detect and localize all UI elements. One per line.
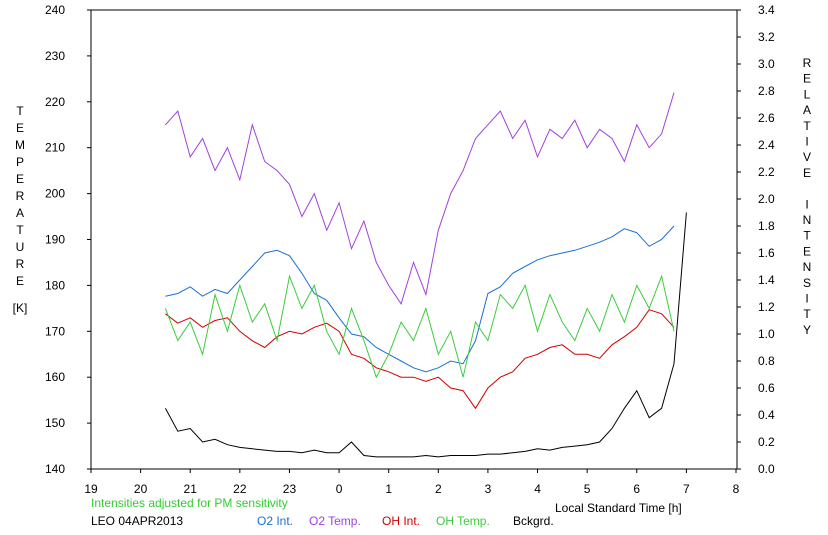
x-tick-label: 8 <box>733 482 740 496</box>
y-tick-label: 160 <box>45 370 65 384</box>
y2-tick-label: 3.2 <box>758 30 775 44</box>
y2-tick-label: 2.6 <box>758 111 775 125</box>
y2-tick-label: 0.2 <box>758 435 775 449</box>
y2-tick-label: 1.4 <box>758 273 775 287</box>
y-tick-label: 200 <box>45 187 65 201</box>
y2-tick-label: 2.8 <box>758 84 775 98</box>
y2-tick-label: 1.8 <box>758 219 775 233</box>
x-tick-label: 20 <box>134 482 148 496</box>
note: Intensities adjusted for PM sensitivity <box>91 496 288 510</box>
x-tick-label: 5 <box>584 482 591 496</box>
y-tick-label: 190 <box>45 233 65 247</box>
y-tick-label: 150 <box>45 416 65 430</box>
x-tick-label: 7 <box>683 482 690 496</box>
y2-tick-label: 2.4 <box>758 138 775 152</box>
x-tick-label: 1 <box>385 482 392 496</box>
y-tick-label: 180 <box>45 278 65 292</box>
x-tick-label: 23 <box>283 482 297 496</box>
y2-tick-label: 2.2 <box>758 165 775 179</box>
y-tick-label: 170 <box>45 324 65 338</box>
x-axis-title: Local Standard Time [h] <box>555 501 682 515</box>
x-tick-label: 4 <box>534 482 541 496</box>
legend-entry: OH Temp. <box>436 514 490 528</box>
y2-tick-label: 2.0 <box>758 192 775 206</box>
series-line <box>165 309 675 410</box>
y2-tick-label: 1.0 <box>758 327 775 341</box>
series-line <box>164 274 675 379</box>
y-tick-label: 210 <box>45 141 65 155</box>
station: LEO 04APR2013 <box>91 514 183 528</box>
y-axis-unit: [K] <box>13 301 28 315</box>
x-tick-label: 2 <box>435 482 442 496</box>
y2-tick-label: 3.0 <box>758 57 775 71</box>
plot-frame <box>90 9 738 470</box>
legend-entry: OH Int. <box>382 514 420 528</box>
x-tick-label: 22 <box>233 482 247 496</box>
y2-tick-label: 3.4 <box>758 3 775 17</box>
series-line <box>165 92 675 305</box>
y-tick-label: 140 <box>45 462 65 476</box>
y-tick-label: 230 <box>45 49 65 63</box>
y2-tick-label: 0.0 <box>758 462 775 476</box>
y2-tick-label: 0.4 <box>758 408 775 422</box>
series-line <box>165 225 675 373</box>
x-tick-label: 6 <box>633 482 640 496</box>
y2-tick-label: 0.6 <box>758 381 775 395</box>
y2-tick-label: 1.2 <box>758 300 775 314</box>
y-tick-label: 220 <box>45 95 65 109</box>
y-tick-label: 240 <box>45 3 65 17</box>
series-line <box>164 212 687 458</box>
x-tick-label: 21 <box>184 482 198 496</box>
legend-entry: Bckgrd. <box>513 514 554 528</box>
x-tick-label: 0 <box>336 482 343 496</box>
x-tick-label: 19 <box>84 482 98 496</box>
x-tick-label: 3 <box>485 482 492 496</box>
legend-entry: O2 Int. <box>257 514 293 528</box>
legend-entry: O2 Temp. <box>309 514 361 528</box>
y2-tick-label: 1.6 <box>758 246 775 260</box>
y2-tick-label: 0.8 <box>758 354 775 368</box>
